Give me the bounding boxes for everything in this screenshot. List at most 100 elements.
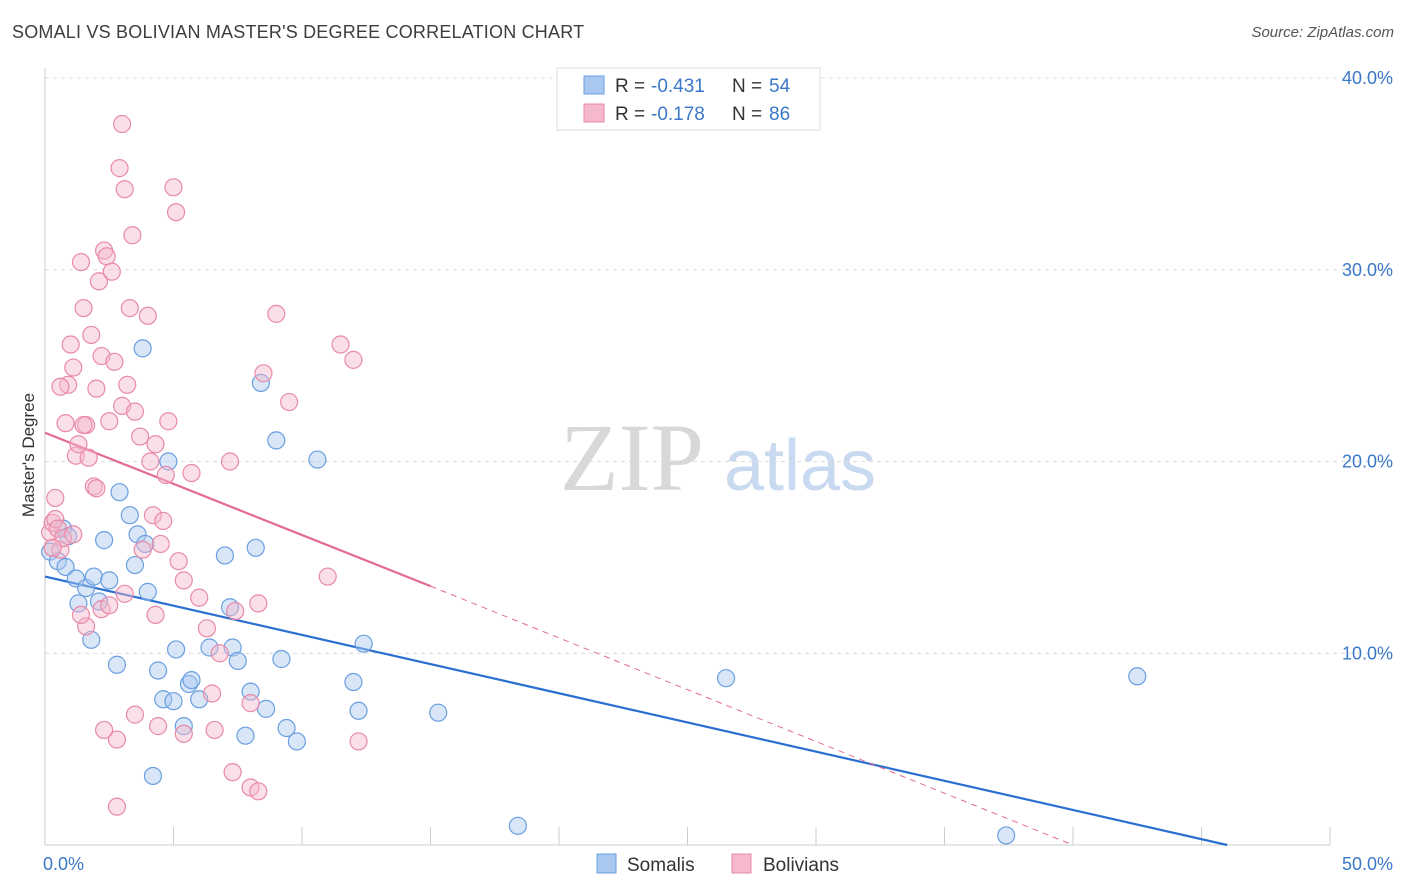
legend-n-label-1: N = [732,76,762,97]
bolivian-point [205,720,224,740]
somali-trend-line [44,575,1228,847]
bolivian-point [141,452,160,471]
somali-point [125,555,145,575]
bottom-legend-label-somalis: Somalis [627,855,695,876]
bolivian-point [105,352,124,371]
chart-title: SOMALI VS BOLIVIAN MASTER'S DEGREE CORRE… [12,22,585,42]
somali-point [82,630,101,649]
legend-n-value-1: 54 [769,76,791,97]
bolivian-point [190,588,209,607]
bolivian-point [174,724,193,743]
bolivian-point [151,534,170,554]
legend-n-value-2: 86 [769,104,790,125]
somali-point [246,538,265,557]
bottom-legend-swatch-somalis [596,853,617,874]
bolivian-point [71,605,91,625]
bolivian-point [318,567,337,586]
bolivian-point [74,299,93,318]
y-tick-label: 40.0% [1342,68,1393,88]
somali-point [138,582,157,601]
bottom-legend-label-bolivians: Bolivians [763,855,839,876]
somali-point [120,506,139,525]
bolivian-trend-line [44,431,431,588]
bolivian-point [249,782,268,801]
bolivian-point [174,571,193,590]
bolivian-point [223,763,242,782]
legend-swatch-somalis [583,75,605,95]
bolivian-point [84,477,103,496]
bolivian-point [197,619,217,638]
watermark-atlas: atlas [724,426,876,506]
bolivian-point [112,114,132,134]
somali-point [1128,667,1147,686]
somali-point [159,452,178,471]
somali-point [107,655,127,674]
somali-point [164,692,183,711]
legend-swatch-bolivians [583,103,605,123]
somali-point [100,571,119,590]
bolivian-point [115,180,134,199]
bolivian-point [100,412,119,431]
somali-point [215,546,234,565]
bolivian-point [46,488,65,508]
bolivian-point [254,364,273,383]
bolivian-point [143,506,163,525]
bolivian-point [125,705,145,724]
somali-point [69,594,88,613]
bolivian-point [241,694,260,713]
bolivian-point [110,159,129,178]
somali-point [997,826,1016,845]
somali-point [267,431,286,450]
bolivian-point [118,375,137,394]
bolivian-point [148,717,168,736]
y-axis-label: Master's Degree [19,393,38,517]
bolivian-point [159,412,178,431]
x-tick-label: 50.0% [1342,854,1393,874]
trend-lines [44,431,1228,847]
somali-point [143,766,163,786]
bolivian-point [249,594,268,613]
bolivian-point [115,584,134,603]
bottom-legend-swatch-bolivians [731,853,752,874]
legend-n-label-2: N = [732,104,762,125]
bolivian-point [146,435,165,454]
bolivian-point [138,306,157,325]
bolivian-point [82,325,101,345]
y-tick-label: 20.0% [1342,452,1393,472]
somali-point [133,339,152,358]
bolivian-point [79,448,98,467]
somali-point [272,649,291,669]
somali-point [354,634,373,653]
somali-point [429,703,448,722]
somali-point [308,450,327,469]
bolivian-point [71,252,91,272]
bolivian-point [220,452,240,471]
bolivian-point [56,414,75,433]
bolivian-point [226,601,245,621]
somali-point [166,640,186,659]
bolivian-trend-extension [430,585,1074,846]
bolivian-point [267,304,286,323]
bolivian-point [280,392,299,412]
somali-point [174,717,193,736]
somali-point [95,531,114,550]
series-legend: Somalis Bolivians [596,853,839,876]
bolivian-point [123,226,142,245]
bolivian-point [74,415,93,435]
x-tick-label: 0.0% [43,854,84,874]
somali-point [148,661,168,680]
bolivian-point [61,335,80,354]
bolivian-point [169,552,188,571]
somali-point [256,699,276,718]
somali-point [228,651,247,671]
somali-point [236,726,255,745]
bolivian-point [87,379,106,398]
somali-point [277,718,296,738]
bolivian-point [107,797,127,816]
legend-r-value-2: -0.178 [651,104,705,125]
bolivian-point [125,402,145,421]
bolivian-point [202,684,222,703]
bolivian-point [51,377,70,396]
bolivian-point [133,540,152,559]
